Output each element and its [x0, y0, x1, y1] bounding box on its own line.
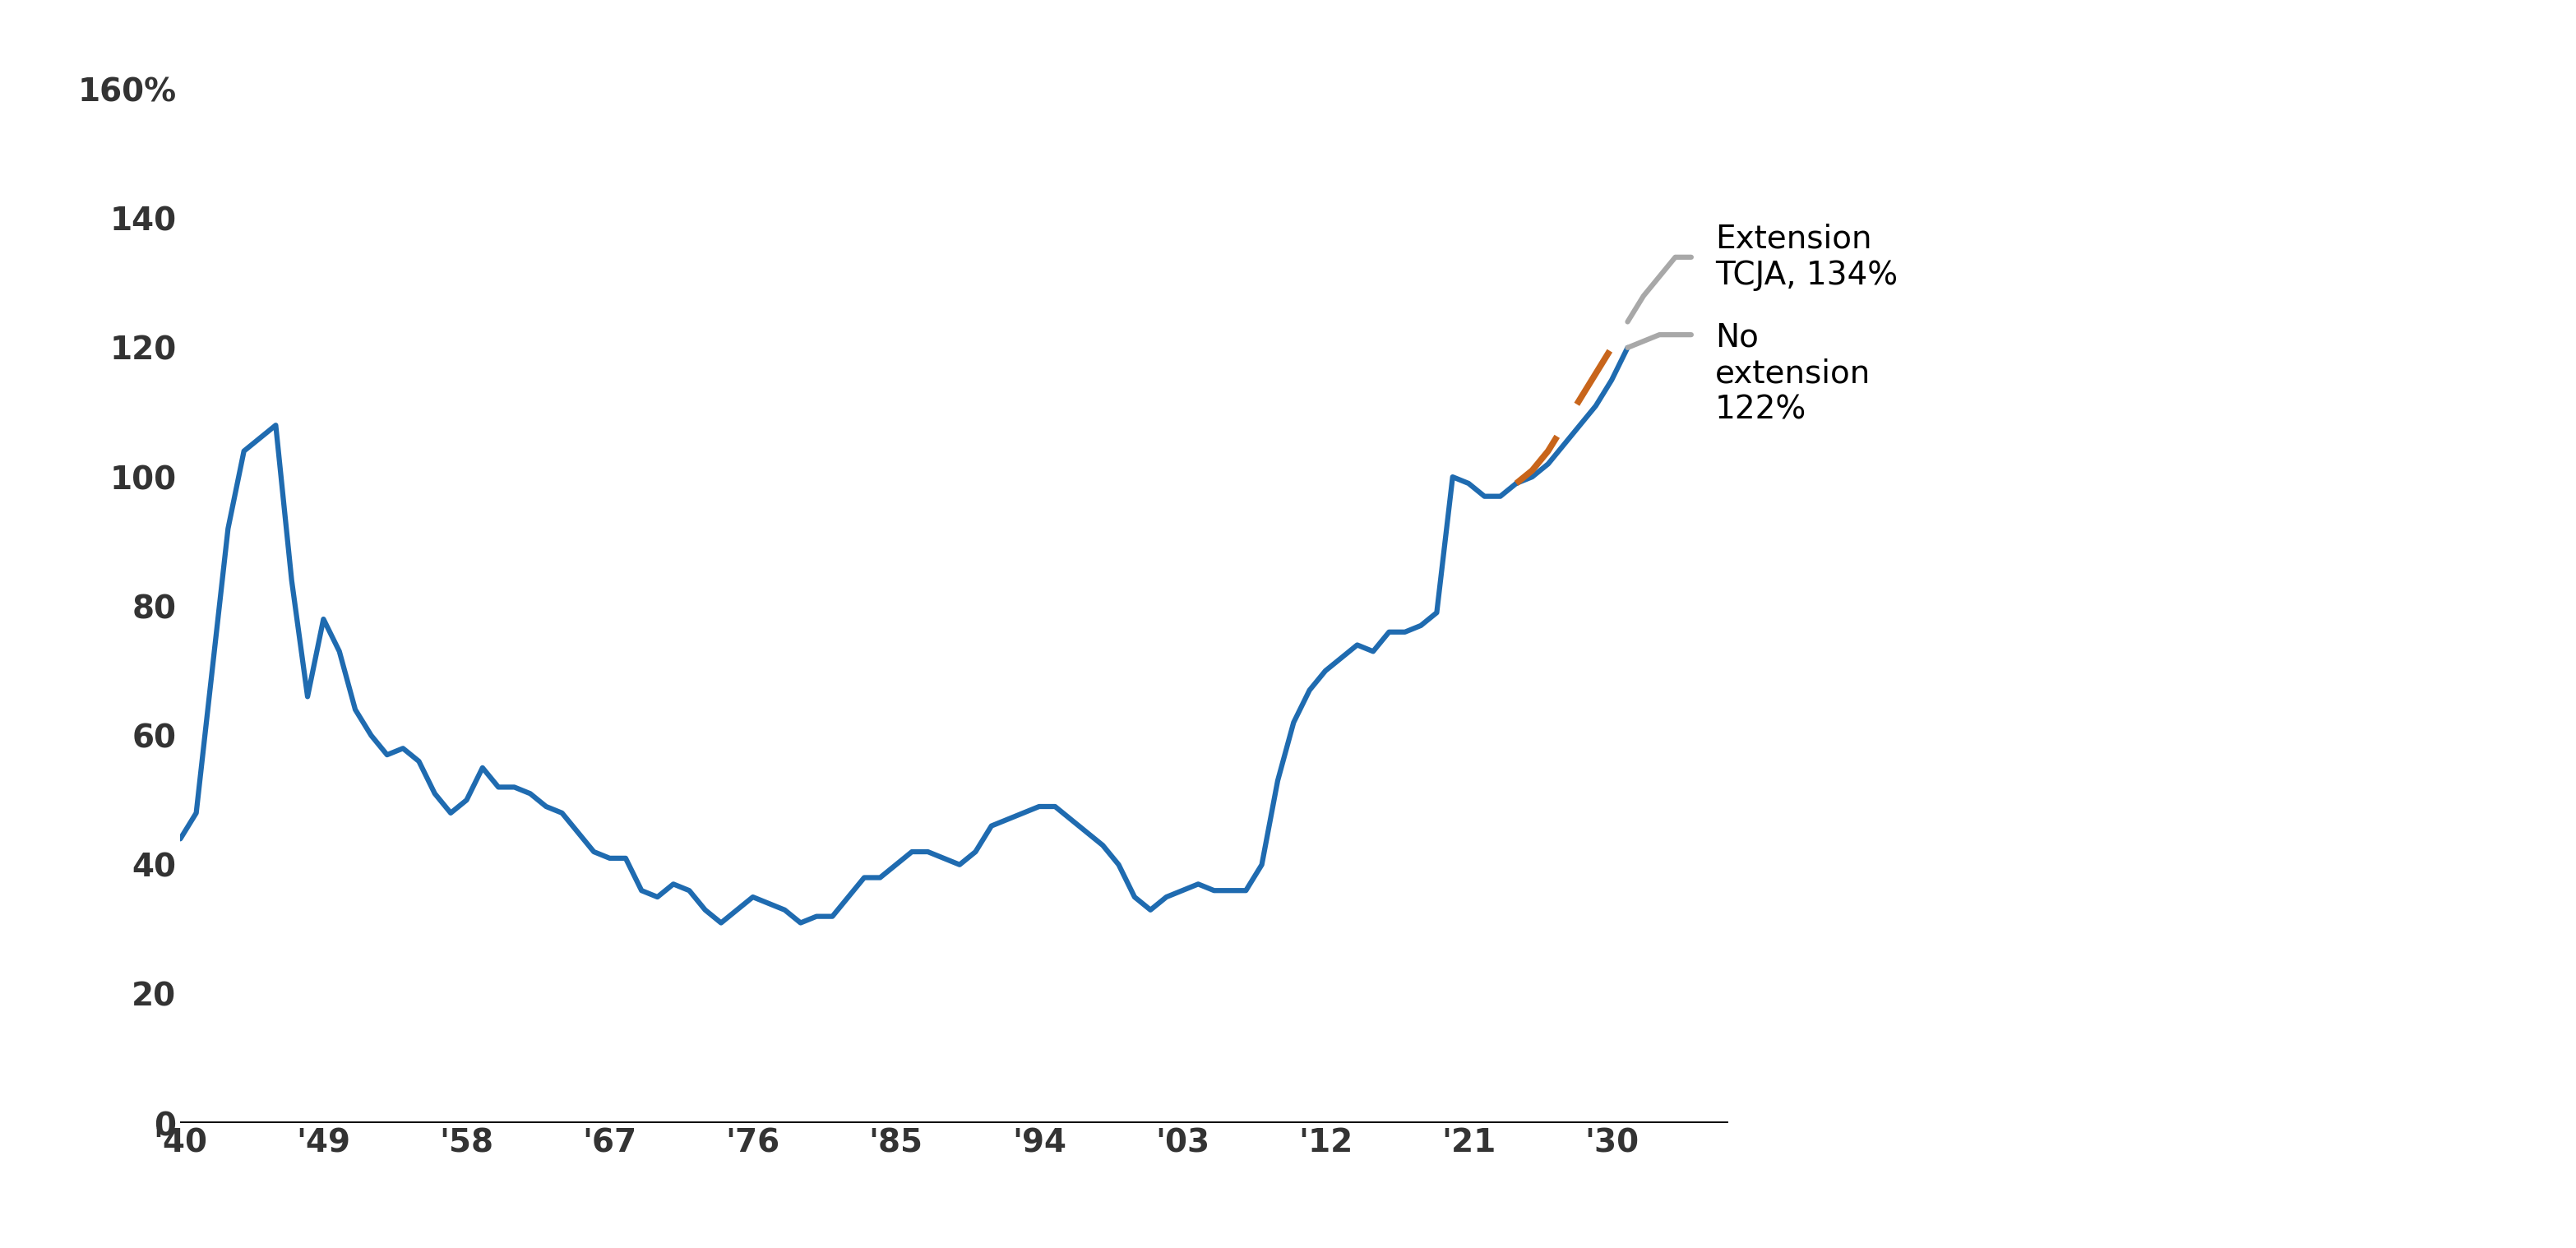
Text: No
extension
122%: No extension 122%: [1716, 322, 1870, 426]
Text: Extension
TCJA, 134%: Extension TCJA, 134%: [1716, 223, 1899, 291]
